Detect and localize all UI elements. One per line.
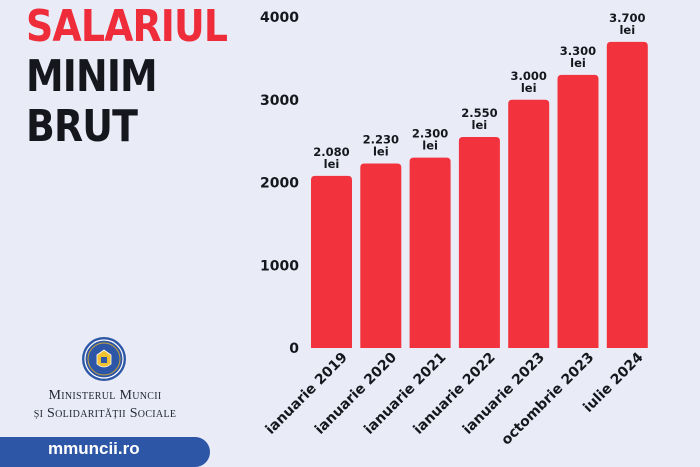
data-label-value: 3.700: [609, 11, 645, 25]
data-label-unit: lei: [472, 118, 488, 132]
title-line-1: SALARIUL: [26, 1, 228, 52]
bar: [508, 99, 550, 348]
y-tick-label: 0: [289, 341, 299, 357]
y-tick-label: 3000: [260, 93, 299, 109]
data-label-value: 2.230: [363, 132, 399, 146]
data-label-unit: lei: [422, 139, 438, 153]
data-label-unit: lei: [570, 56, 586, 70]
data-label-value: 3.000: [511, 69, 547, 83]
x-tick-label: ianuarie 2019: [263, 350, 351, 438]
bar: [409, 157, 451, 348]
bar: [606, 41, 648, 348]
data-label-value: 3.300: [560, 44, 596, 58]
bar: [557, 74, 599, 349]
coat-of-arms-icon: [82, 337, 126, 381]
y-tick-label: 2000: [260, 176, 299, 192]
y-tick-label: 1000: [260, 258, 299, 274]
data-label-unit: lei: [521, 81, 537, 95]
x-tick-label: octombrie 2023: [498, 350, 597, 449]
data-label-value: 2.550: [461, 106, 497, 120]
data-label-value: 2.080: [313, 145, 349, 159]
bar: [311, 175, 352, 348]
title-line-3: BRUT: [26, 101, 138, 152]
y-tick-label: 4000: [260, 10, 299, 26]
bar: [458, 136, 500, 348]
ministry-name-line-2: și Solidarității Sociale: [33, 406, 177, 421]
data-label-value: 2.300: [412, 127, 448, 141]
data-label-unit: lei: [373, 144, 389, 158]
bar: [360, 163, 402, 348]
page-title: SALARIUL MINIM BRUT: [26, 1, 228, 152]
ministry-name-line-1: Ministerul Muncii: [48, 388, 162, 403]
title-line-2: MINIM: [26, 51, 158, 102]
data-label-unit: lei: [619, 23, 635, 37]
data-label-unit: lei: [324, 157, 340, 171]
